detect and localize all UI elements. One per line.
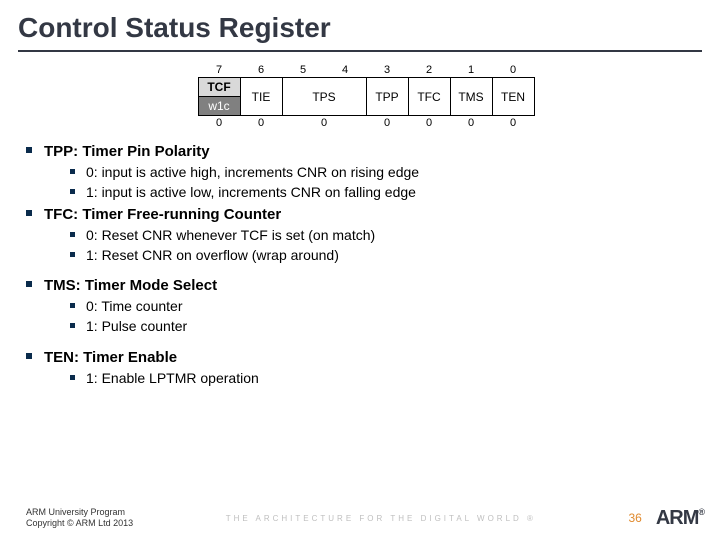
slide-footer: ARM University Program Copyright © ARM L… <box>0 502 720 540</box>
sub-bullet: 1: Pulse counter <box>70 317 720 337</box>
footer-tagline: THE ARCHITECTURE FOR THE DIGITAL WORLD ® <box>133 514 628 523</box>
bullet-tms: TMS: Timer Mode Select 0: Time counter 1… <box>26 275 720 336</box>
sub-bullet: 0: Time counter <box>70 297 720 317</box>
bullet-heading: TMS: Timer Mode Select <box>44 275 720 296</box>
sub-bullet: 0: input is active high, increments CNR … <box>70 163 720 183</box>
arm-logo: ARM® <box>656 507 704 530</box>
slide-title: Control Status Register <box>0 0 720 50</box>
title-divider <box>18 50 702 52</box>
footer-copyright: ARM University Program Copyright © ARM L… <box>26 507 133 529</box>
bullet-heading: TEN: Timer Enable <box>44 347 720 368</box>
sub-bullet: 1: Reset CNR on overflow (wrap around) <box>70 246 720 266</box>
register-table: 7 6 5 4 3 2 1 0 TCF TIE TPS TPP TFC TMS … <box>186 62 535 131</box>
bullet-content: TPP: Timer Pin Polarity 0: input is acti… <box>0 139 720 388</box>
bullet-ten: TEN: Timer Enable 1: Enable LPTMR operat… <box>26 347 720 389</box>
bullet-heading: TPP: Timer Pin Polarity <box>44 141 720 162</box>
bullet-tfc: TFC: Timer Free-running Counter 0: Reset… <box>26 204 720 265</box>
register-diagram: 7 6 5 4 3 2 1 0 TCF TIE TPS TPP TFC TMS … <box>0 62 720 131</box>
sub-bullet: 0: Reset CNR whenever TCF is set (on mat… <box>70 226 720 246</box>
bullet-tpp: TPP: Timer Pin Polarity 0: input is acti… <box>26 141 720 202</box>
page-number: 36 <box>628 511 641 525</box>
sub-bullet: 1: input is active low, increments CNR o… <box>70 183 720 203</box>
bullet-heading: TFC: Timer Free-running Counter <box>44 204 720 225</box>
sub-bullet: 1: Enable LPTMR operation <box>70 369 720 389</box>
